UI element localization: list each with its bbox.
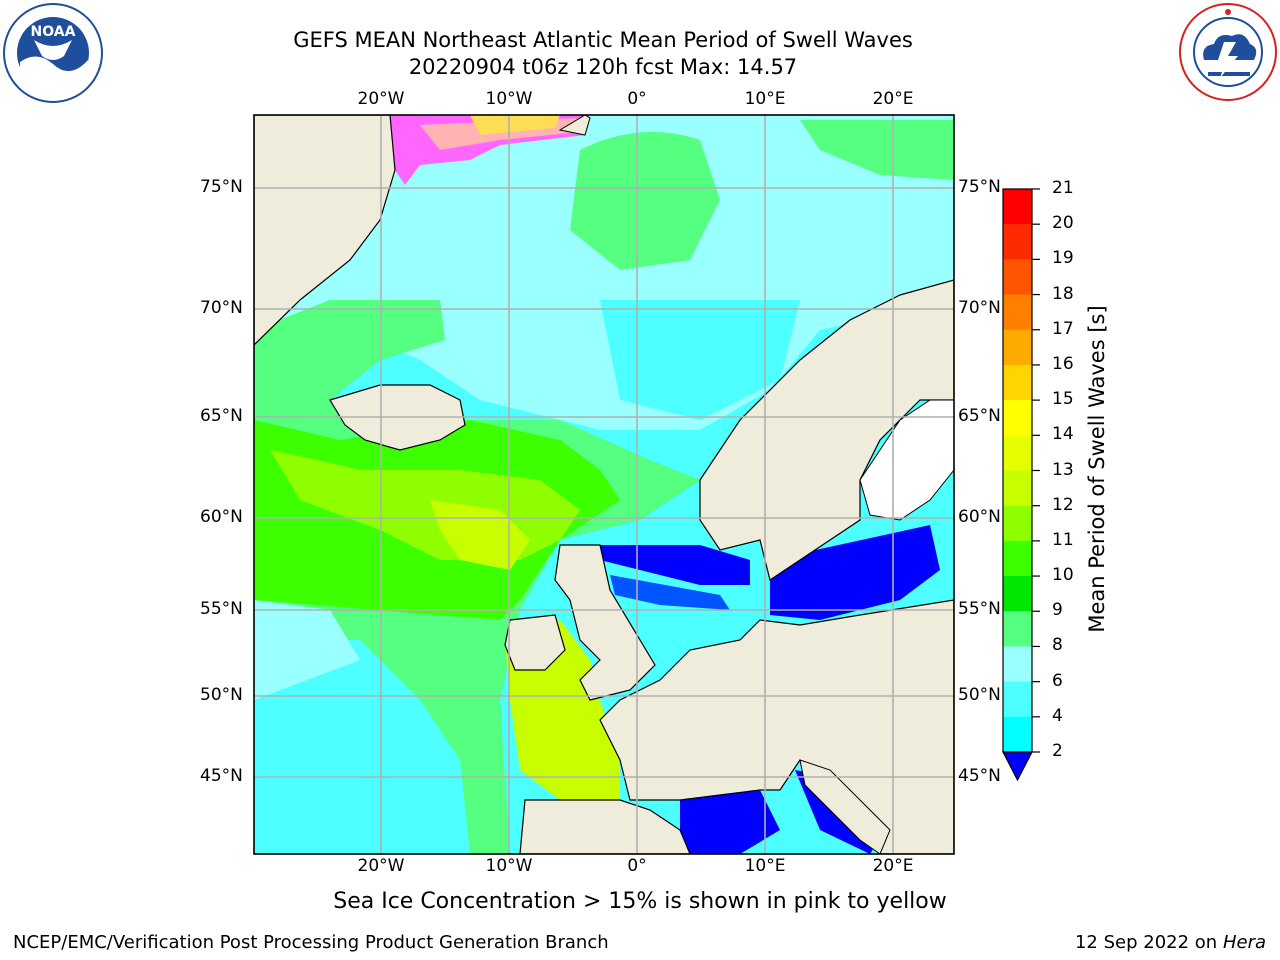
lat-label-right-70n: 70°N [958, 298, 1001, 318]
swell-zone-9-10-north [570, 132, 720, 270]
sea-ice-footnote: Sea Ice Concentration > 15% is shown in … [333, 889, 947, 914]
colorbar-segment [1003, 189, 1032, 225]
colorbar-segment [1003, 400, 1032, 436]
colorbar-tick-label: 13 [1052, 459, 1074, 480]
iberia-land [519, 799, 691, 854]
north-sea-under-2 [590, 545, 750, 585]
lon-label-bottom-10w: 10°W [485, 856, 533, 876]
swell-zone-9-10-west [254, 300, 445, 400]
lat-label-left-65n: 65°N [200, 406, 243, 426]
colorbar-tick-label: 17 [1052, 318, 1074, 339]
colorbar-segment [1003, 611, 1032, 647]
lat-label-left-60n: 60°N [200, 507, 243, 527]
colorbar-segment [1003, 435, 1032, 471]
lat-label-left-50n: 50°N [200, 685, 243, 705]
map-fields [254, 115, 954, 854]
colorbar-tick-label: 19 [1052, 248, 1074, 269]
machine-name: Hera [1222, 932, 1266, 953]
swell-zone-8-9 [330, 115, 954, 430]
lon-label-top-10e: 10°E [744, 89, 786, 109]
swell-zone-6-8 [600, 300, 800, 420]
colorbar-segment [1003, 505, 1032, 542]
mediterranean-west-under-2 [680, 790, 780, 854]
scandinavia-land [699, 279, 954, 581]
lat-label-left-55n: 55°N [200, 599, 243, 619]
italy-land [799, 759, 891, 854]
lat-label-left-45n: 45°N [200, 766, 243, 786]
colorbar-tick-label: 16 [1052, 353, 1074, 374]
colorbar-segment [1003, 470, 1032, 507]
sea-ice-yellow [470, 115, 560, 135]
colorbar-segment [1003, 716, 1032, 753]
lat-label-right-75n: 75°N [958, 177, 1001, 197]
colorbar-tick-label: 2 [1052, 741, 1063, 761]
continental-europe-land [599, 599, 954, 854]
lat-label-left-70n: 70°N [200, 298, 243, 318]
colorbar-tick-label: 11 [1052, 529, 1074, 550]
colorbar-tick-label: 4 [1052, 705, 1063, 726]
colorbar-tick-label: 8 [1052, 635, 1063, 656]
great-britain-land [554, 544, 656, 701]
lat-label-right-60n: 60°N [958, 507, 1001, 527]
swell-zone-8-9-sw [254, 600, 360, 700]
lat-label-right-45n: 45°N [958, 766, 1001, 786]
swell-zone-6-8-south [254, 640, 470, 854]
lon-label-top-20e: 20°E [872, 89, 914, 109]
colorbar [1002, 188, 1040, 782]
lon-label-top-20w: 20°W [357, 89, 405, 109]
svalbard-land [558, 115, 591, 136]
chart-title: GEFS MEAN Northeast Atlantic Mean Period… [293, 28, 913, 52]
chart-subtitle: 20220904 t06z 120h fcst Max: 14.57 [408, 55, 798, 79]
swell-zone-9-10-ne [800, 120, 954, 180]
colorbar-segment [1003, 681, 1032, 718]
nws-logo [1179, 3, 1277, 101]
colorbar-tick-label: 21 [1052, 178, 1074, 198]
colorbar-segment [1003, 576, 1032, 612]
colorbar-tick-label: 15 [1052, 389, 1074, 410]
north-sea-2-4 [610, 575, 730, 610]
date-stamp: 12 Sep 2022 on Hera [1074, 932, 1266, 953]
lat-label-right-50n: 50°N [958, 685, 1001, 705]
lon-label-bottom-0: 0° [627, 856, 647, 876]
gridlines [254, 115, 954, 854]
lon-label-bottom-10e: 10°E [744, 856, 786, 876]
colorbar-segment [1003, 646, 1032, 683]
colorbar-tick-label: 20 [1052, 213, 1074, 234]
lat-label-right-65n: 65°N [958, 406, 1001, 426]
colorbar-tick-label: 9 [1052, 600, 1063, 621]
colorbar-tick-label: 6 [1052, 670, 1063, 691]
lon-label-bottom-20e: 20°E [872, 856, 914, 876]
colorbar-segment [1003, 364, 1032, 401]
credit-text: NCEP/EMC/Verification Post Processing Pr… [13, 932, 609, 953]
lon-label-top-10w: 10°W [485, 89, 533, 109]
colorbar-segment [1003, 259, 1032, 296]
colorbar-segment [1003, 294, 1032, 331]
colorbar-segment [1003, 329, 1032, 366]
colorbar-tick-label: 12 [1052, 494, 1074, 515]
lon-label-bottom-20w: 20°W [357, 856, 405, 876]
map-frame [253, 114, 955, 855]
colorbar-tick-label: 14 [1052, 424, 1074, 445]
lat-label-left-75n: 75°N [200, 177, 243, 197]
colorbar-segment [1003, 224, 1032, 260]
noaa-logo-text: NOAA [31, 24, 76, 40]
colorbar-tick-label: 10 [1052, 565, 1074, 586]
noaa-logo: NOAA [3, 3, 103, 103]
lat-label-right-55n: 55°N [958, 599, 1001, 619]
gulf-of-bothnia [859, 399, 954, 521]
baltic-under-2 [770, 525, 940, 620]
ireland-land [504, 614, 566, 671]
greenland-land [254, 115, 396, 346]
lon-label-top-0: 0° [627, 89, 647, 109]
colorbar-tick-label: 18 [1052, 283, 1074, 304]
colorbar-under-arrow [1002, 751, 1033, 782]
colorbar-segment [1003, 540, 1032, 577]
